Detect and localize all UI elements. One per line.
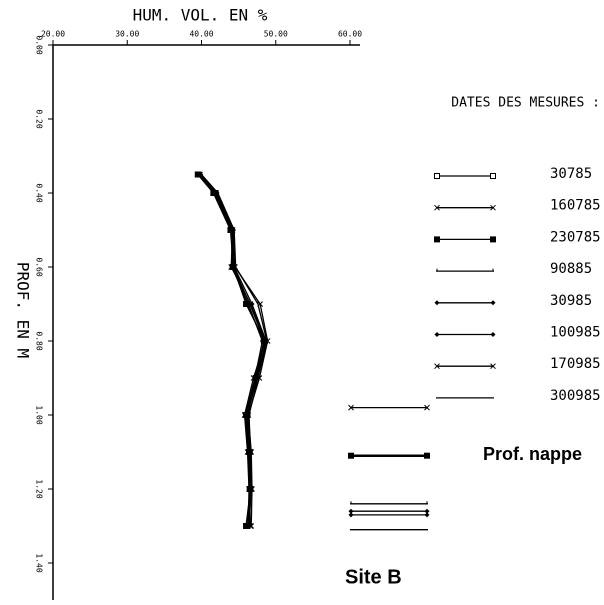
data-point (256, 375, 263, 381)
legend-label: 300985 (550, 388, 601, 404)
legend-label: 30785 (550, 166, 592, 182)
water-table-marker (348, 404, 354, 411)
y-tick-label: 0.60 (35, 257, 44, 276)
legend-label: 30985 (550, 293, 592, 309)
profile-line (199, 174, 266, 527)
water-table-marker (424, 512, 430, 518)
y-tick-label: 0.20 (35, 109, 44, 128)
legend-label: 90885 (550, 261, 592, 277)
data-point (195, 171, 202, 178)
legend-marker (434, 173, 440, 179)
water-table-label: Prof. nappe (483, 444, 582, 464)
water-table-marker (348, 452, 354, 459)
water-table-marker (348, 512, 354, 518)
legend-marker (490, 173, 496, 179)
water-table-marker (348, 508, 354, 514)
legend-marker (434, 363, 440, 370)
legend-marker (434, 300, 440, 306)
x-tick-label: 20.00 (41, 30, 65, 39)
x-tick-label: 50.00 (264, 30, 288, 39)
legend-marker (490, 236, 496, 243)
site-label: Site B (345, 566, 402, 588)
legend-label: 100985 (550, 325, 601, 341)
water-table-marker (424, 452, 430, 459)
legend-label: 230785 (550, 229, 601, 245)
legend-marker (490, 204, 496, 211)
legend-marker (490, 332, 496, 337)
water-table-marker (424, 404, 430, 411)
y-tick-label: 0.00 (35, 35, 44, 54)
legend-marker (434, 236, 440, 243)
legend-marker (434, 332, 440, 337)
legend-marker (490, 300, 496, 306)
y-tick-label: 1.20 (35, 479, 44, 498)
x-tick-label: 30.00 (115, 30, 139, 39)
legend-marker (434, 204, 440, 211)
legend-label: 160785 (550, 198, 601, 214)
x-axis-title: HUM. VOL. EN % (133, 6, 268, 25)
legend-title: DATES DES MESURES : (451, 96, 600, 111)
legend-label: 170985 (550, 356, 601, 372)
y-tick-label: 1.40 (35, 553, 44, 572)
data-point (257, 301, 264, 307)
y-tick-label: 0.40 (35, 183, 44, 202)
y-tick-label: 0.80 (35, 331, 44, 350)
y-axis-title: PROF. EN M (14, 262, 33, 358)
water-table-marker (424, 508, 430, 514)
data-point (248, 523, 255, 529)
y-tick-label: 1.00 (35, 405, 44, 424)
legend-marker (490, 363, 496, 370)
data-point (264, 338, 271, 344)
x-tick-label: 60.00 (338, 30, 362, 39)
x-tick-label: 40.00 (189, 30, 213, 39)
